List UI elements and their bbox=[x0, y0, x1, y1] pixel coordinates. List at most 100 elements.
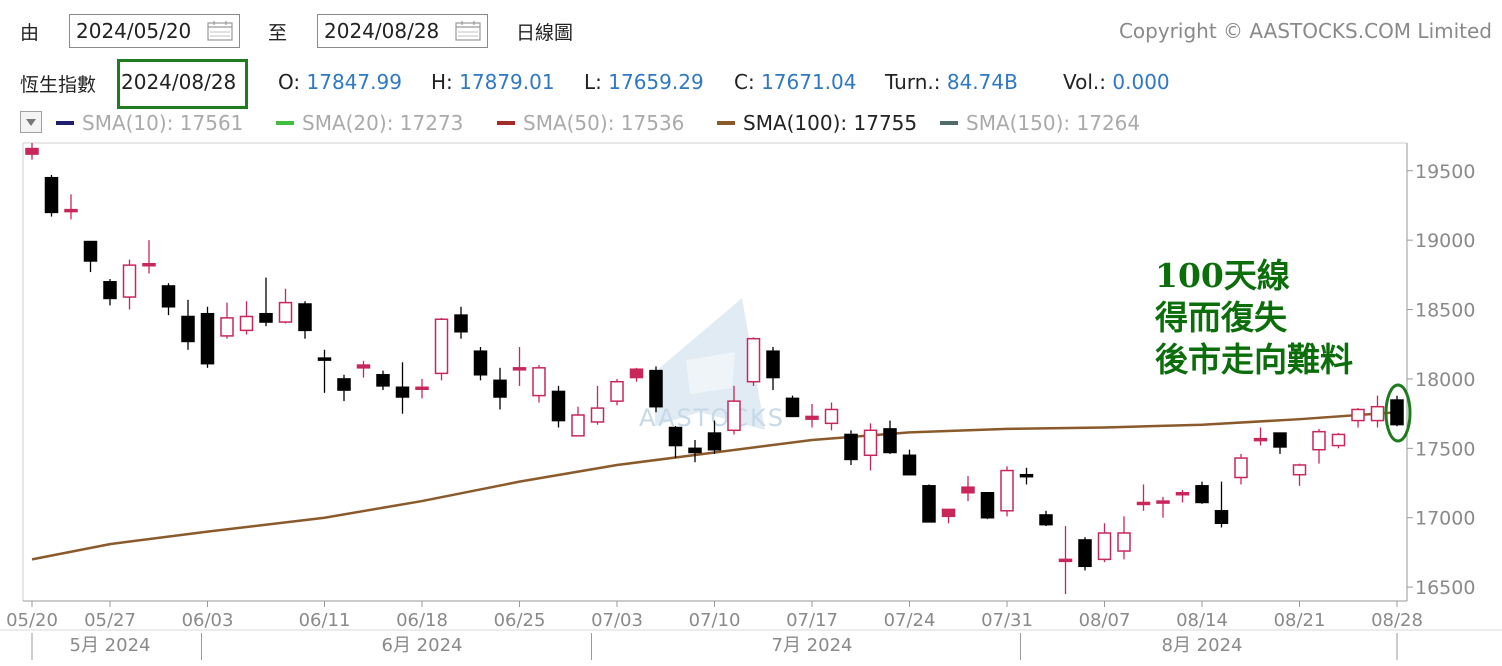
from-label: 由 bbox=[20, 22, 40, 44]
sma-legend-item-150[interactable]: SMA(150): 17264 bbox=[940, 111, 1140, 135]
x-tick-label: 07/17 bbox=[786, 610, 838, 631]
candle bbox=[980, 491, 995, 520]
x-tick-label: 05/27 bbox=[84, 610, 136, 631]
candle-body bbox=[1019, 473, 1034, 478]
month-label: 6月 2024 bbox=[382, 635, 463, 656]
candle bbox=[512, 347, 527, 386]
candle bbox=[883, 420, 897, 454]
to-date-input[interactable]: 2024/08/28 bbox=[317, 14, 488, 48]
candle-body bbox=[707, 432, 722, 451]
candle-body bbox=[298, 303, 312, 332]
sma-legend-item-10[interactable]: SMA(10): 17561 bbox=[56, 111, 243, 135]
candle-body bbox=[941, 508, 956, 518]
candle-body bbox=[980, 491, 995, 519]
candle-body bbox=[1136, 501, 1151, 506]
x-tick-label: 08/21 bbox=[1274, 610, 1326, 631]
candle bbox=[493, 367, 507, 410]
watermark-text: AASTOCKS bbox=[639, 404, 785, 432]
turnover-value: 84.74B bbox=[946, 70, 1018, 94]
candle-body bbox=[610, 380, 624, 402]
candle bbox=[1175, 489, 1190, 503]
candle-body bbox=[766, 350, 780, 379]
y-tick-label: 17500 bbox=[1415, 438, 1475, 460]
x-tick-label: 08/07 bbox=[1079, 610, 1131, 631]
candle bbox=[844, 430, 858, 465]
x-tick-label: 07/03 bbox=[591, 610, 643, 631]
candle bbox=[200, 306, 215, 368]
candle bbox=[805, 403, 819, 428]
candle bbox=[922, 484, 936, 523]
x-tick-label: 07/31 bbox=[981, 610, 1033, 631]
candle bbox=[356, 360, 371, 378]
candle-body bbox=[103, 281, 117, 300]
candle-body bbox=[1175, 491, 1190, 496]
candle bbox=[1331, 433, 1346, 449]
y-tick-label: 17000 bbox=[1415, 508, 1475, 530]
candle-body bbox=[1331, 433, 1346, 447]
volume-readout: Vol.: 0.000 bbox=[1063, 70, 1170, 94]
candle-body bbox=[1214, 510, 1229, 525]
candle-body bbox=[83, 240, 98, 262]
chart-annotation: 100天線 得而復失 後市走向難料 bbox=[1155, 255, 1353, 381]
sma-legend-item-50[interactable]: SMA(50): 17536 bbox=[497, 111, 684, 135]
candle-body bbox=[824, 408, 839, 425]
candle bbox=[551, 385, 566, 428]
candle bbox=[1234, 453, 1248, 485]
candle-body bbox=[1117, 532, 1131, 552]
calendar-icon[interactable] bbox=[207, 21, 233, 41]
candle-body bbox=[1312, 430, 1326, 451]
candle bbox=[142, 240, 156, 274]
candle-body bbox=[590, 407, 605, 423]
candle bbox=[122, 259, 137, 310]
low-label: L: bbox=[584, 70, 602, 94]
candle bbox=[337, 374, 351, 402]
candle-body bbox=[746, 337, 761, 383]
x-tick-label: 08/28 bbox=[1371, 610, 1423, 631]
candle-body bbox=[473, 350, 488, 376]
sma-legend-label: SMA(50): 17536 bbox=[523, 111, 685, 135]
calendar-icon[interactable] bbox=[455, 21, 481, 41]
interval-selector[interactable]: 日線圖 bbox=[516, 22, 574, 44]
x-tick-label: 06/25 bbox=[494, 610, 546, 631]
candle bbox=[1370, 395, 1385, 428]
x-tick-label: 06/11 bbox=[299, 610, 351, 631]
candle-body bbox=[688, 447, 702, 454]
candle-body bbox=[883, 428, 897, 454]
indicator-dropdown-button[interactable] bbox=[20, 111, 42, 133]
candle bbox=[532, 365, 546, 403]
y-tick-label: 18000 bbox=[1415, 369, 1475, 391]
candle-body bbox=[922, 485, 936, 523]
candle-body bbox=[1078, 539, 1092, 568]
candle-body bbox=[863, 429, 878, 457]
from-date-input[interactable]: 2024/05/20 bbox=[69, 14, 240, 48]
candle bbox=[1390, 395, 1404, 427]
candle-body bbox=[25, 147, 39, 155]
y-tick-label: 16500 bbox=[1415, 577, 1475, 599]
sma-legend-item-20[interactable]: SMA(20): 17273 bbox=[276, 111, 463, 135]
candle-body bbox=[64, 208, 78, 213]
candle bbox=[1253, 427, 1268, 446]
candle-body bbox=[1039, 514, 1053, 526]
candle-body bbox=[551, 390, 566, 422]
sma-legend-item-100[interactable]: SMA(100): 17755 bbox=[717, 111, 917, 135]
candle-body bbox=[668, 426, 683, 447]
candle-body bbox=[317, 357, 332, 361]
month-label: 8月 2024 bbox=[1162, 635, 1243, 656]
x-tick-label: 08/14 bbox=[1176, 610, 1228, 631]
candle bbox=[571, 406, 585, 437]
y-tick-label: 18500 bbox=[1415, 300, 1475, 322]
from-date-value: 2024/05/20 bbox=[76, 19, 192, 43]
open-label: O: bbox=[278, 70, 301, 94]
candle-body bbox=[1156, 500, 1170, 504]
candle-body bbox=[1351, 408, 1365, 422]
candle-body bbox=[200, 312, 215, 365]
close-readout: C: 17671.04 bbox=[734, 70, 857, 94]
candle bbox=[239, 301, 254, 335]
candle bbox=[1195, 481, 1209, 504]
candle-body bbox=[805, 415, 819, 420]
candle-body bbox=[1234, 457, 1248, 479]
candle bbox=[941, 508, 956, 524]
candle bbox=[181, 299, 195, 350]
x-tick-label: 06/03 bbox=[182, 610, 234, 631]
